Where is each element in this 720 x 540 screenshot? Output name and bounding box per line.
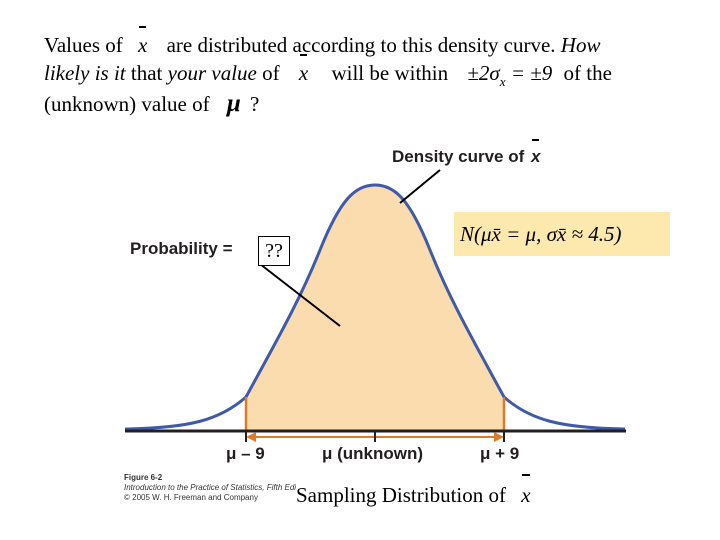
xbar-symbol: x	[521, 474, 531, 507]
probability-text: Probability =	[130, 239, 233, 258]
density-pointer-line	[399, 169, 441, 204]
plus-minus-nine: = ±9	[510, 61, 553, 85]
intro-text: Values of	[44, 33, 123, 57]
xbar-symbol: x	[531, 139, 541, 166]
right-tick-label: μ + 9	[480, 445, 519, 462]
figure-caption-copyright: © 2005 W. H. Freeman and Company	[124, 493, 258, 502]
intro-line-3: (unknown) value of μ ?	[44, 91, 259, 116]
intro-text: are distributed according to this densit…	[166, 33, 556, 57]
xbar-symbol: x	[137, 26, 148, 57]
probability-value: ??	[265, 240, 283, 262]
sampling-model-box: N(μx̄ = μ, σx̄ ≈ 4.5)	[454, 212, 670, 256]
intro-text: of the	[563, 61, 612, 85]
xbar-subscript: x	[499, 74, 506, 89]
intro-text: ?	[250, 92, 260, 116]
figure-caption-title: Figure 6-2	[124, 473, 163, 482]
xbar-symbol: x	[298, 54, 309, 85]
probability-pointer-line	[259, 263, 341, 327]
mu-symbol: μ	[226, 90, 241, 117]
footer-title: Sampling Distribution of x	[296, 474, 531, 508]
intro-italic-text: How	[560, 33, 601, 57]
intro-text: of	[262, 61, 280, 85]
arrow-right-icon	[494, 432, 504, 442]
probability-label: Probability =	[130, 240, 233, 257]
right-tick-text: μ + 9	[480, 444, 520, 463]
arrow-left-icon	[246, 432, 256, 442]
center-tick-label: μ (unknown)	[322, 445, 423, 462]
intro-text: that	[130, 61, 163, 85]
left-tick-text: μ – 9	[226, 444, 265, 463]
intro-line-2: likely is it that your value of x will b…	[44, 54, 612, 88]
left-tick-label: μ – 9	[226, 445, 265, 462]
density-curve-title: Density curve of x	[392, 139, 541, 166]
center-tick-text: μ (unknown)	[322, 444, 424, 463]
probability-value-box: ??	[258, 236, 290, 266]
sampling-model-formula: N(μx̄ = μ, σx̄ ≈ 4.5)	[460, 222, 622, 246]
figure-caption: Figure 6-2 Introduction to the Practice …	[124, 473, 309, 503]
intro-line-1: Values of x are distributed according to…	[44, 26, 601, 57]
density-title-text: Density curve of	[392, 147, 525, 166]
intro-italic-text: likely is it	[44, 61, 126, 85]
two-sigma-symbol: ±2σ	[467, 61, 500, 85]
footer-title-text: Sampling Distribution of	[296, 483, 506, 507]
intro-text: will be within	[331, 61, 449, 85]
intro-italic-text: your value	[167, 61, 257, 85]
intro-text: (unknown) value of	[44, 92, 210, 116]
figure-caption-source: Introduction to the Practice of Statisti…	[124, 483, 309, 492]
probability-area	[246, 185, 504, 431]
